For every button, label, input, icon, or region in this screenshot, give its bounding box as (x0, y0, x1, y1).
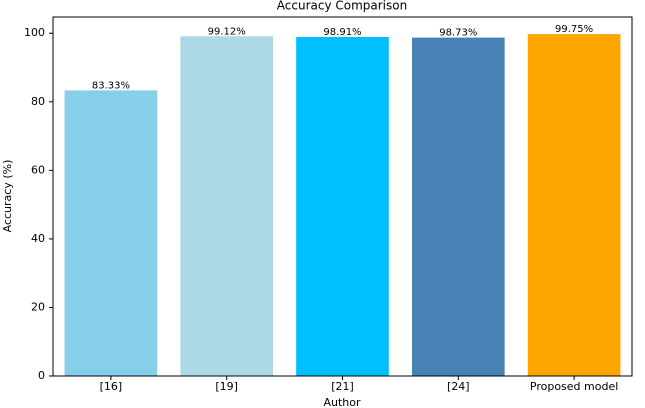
y-axis-label: Accuracy (%) (1, 160, 14, 233)
y-tick-label: 60 (31, 163, 45, 176)
value-label: 83.33% (92, 80, 130, 91)
bar (64, 90, 158, 377)
y-tick-label: 20 (31, 300, 45, 313)
x-tick-label: [24] (447, 380, 470, 393)
bar (180, 36, 274, 376)
value-label: 98.73% (439, 28, 477, 39)
bar (411, 37, 505, 376)
y-tick-label: 0 (38, 369, 45, 382)
bar (527, 34, 621, 377)
value-label: 99.75% (555, 24, 593, 35)
x-axis-label: Author (323, 396, 361, 408)
x-tick-label: [21] (331, 380, 354, 393)
chart-title: Accuracy Comparison (277, 0, 407, 13)
x-tick-label: Proposed model (530, 380, 618, 393)
axes-frame (52, 16, 633, 377)
value-label: 99.12% (208, 26, 246, 37)
bar (296, 36, 389, 376)
x-tick-label: [19] (215, 380, 238, 393)
value-label: 98.91% (323, 27, 361, 38)
y-tick-label: 100 (24, 26, 45, 39)
y-tick-label: 80 (31, 95, 45, 108)
x-tick-label: [16] (100, 380, 123, 393)
y-tick-label: 40 (31, 232, 45, 245)
